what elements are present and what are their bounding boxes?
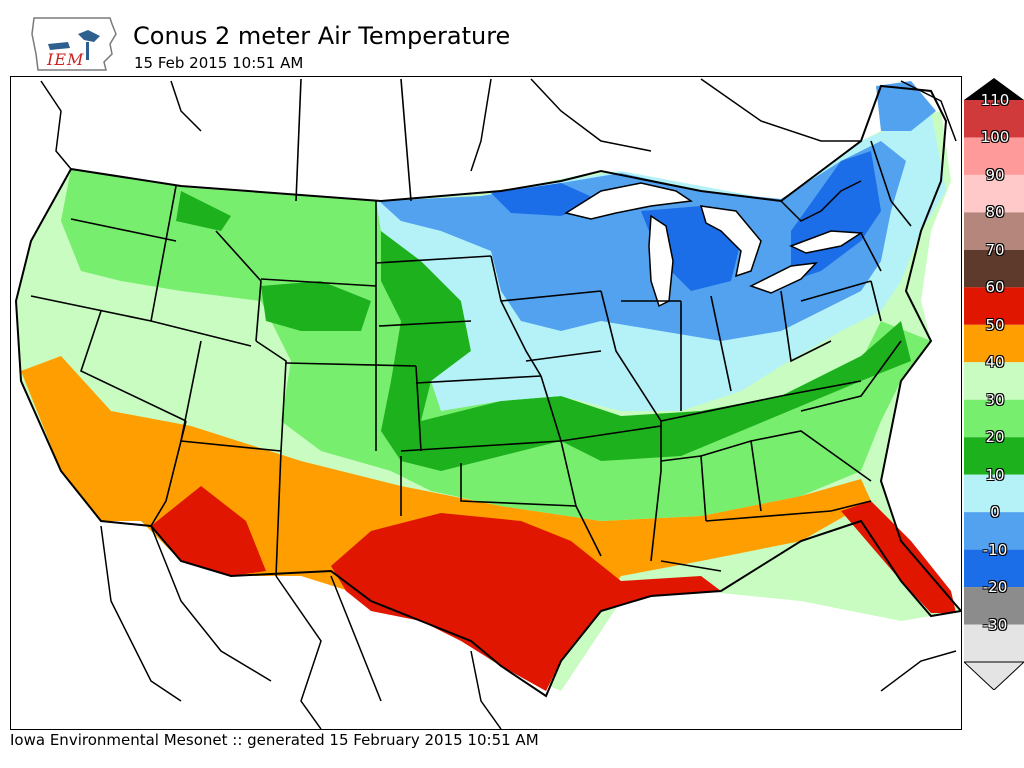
colorbar-top-arrow: [964, 78, 1024, 100]
colorbar-swatch: [964, 587, 1024, 625]
colorbar-swatch: [964, 362, 1024, 400]
colorbar-tick-label: 0: [990, 503, 1000, 522]
colorbar-swatch: [964, 549, 1024, 588]
contour-50-region: [21, 356, 871, 661]
page-title: Conus 2 meter Air Temperature: [133, 22, 511, 50]
colorbar: [964, 78, 1024, 690]
colorbar-bottom-arrow: [964, 661, 1024, 690]
colorbar-tick-label: 80: [985, 203, 1005, 222]
state-boundaries: [30, 78, 912, 577]
colorbar-swatch: [964, 399, 1024, 438]
colorbar-tick-label: 30: [985, 390, 1005, 409]
contour-20-region: [261, 281, 371, 331]
colorbar-tick-label: 60: [985, 278, 1005, 297]
contour-0-region: [876, 81, 936, 131]
page-subtitle: 15 Feb 2015 10:51 AM: [134, 54, 304, 72]
us-outline: [14, 84, 961, 698]
iowa-outline-icon: [31, 17, 117, 71]
colorbar-swatch: [964, 512, 1024, 550]
colorbar-tick-label: 110: [980, 91, 1010, 109]
lake-ontario: [789, 230, 864, 254]
colorbar-tick-label: 20: [985, 428, 1005, 447]
contour-60-region: [841, 501, 956, 613]
contour-20-region: [381, 231, 911, 471]
colorbar-tick-label: -20: [982, 578, 1008, 597]
colorbar-tick-label: 70: [985, 240, 1005, 259]
colorbar-swatch: [964, 212, 1024, 250]
colorbar-swatch: [964, 174, 1024, 213]
contour-60-region: [331, 513, 721, 691]
colorbar-tick-label: 10: [985, 465, 1005, 484]
colorbar-swatch: [964, 474, 1024, 513]
lake-erie: [749, 262, 818, 294]
colorbar-tick-label: 100: [980, 128, 1010, 147]
international-boundaries: [40, 78, 957, 729]
colorbar-swatch: [964, 624, 1024, 662]
colorbar-tick-label: 40: [985, 353, 1005, 372]
colorbar-tick-label: 90: [985, 165, 1005, 184]
lake-huron: [699, 205, 762, 278]
logo-text: IEM: [47, 50, 85, 69]
temperature-map: [10, 76, 962, 730]
colorbar-swatch: [964, 100, 1024, 138]
colorbar-swatch: [964, 287, 1024, 325]
lake-michigan: [648, 214, 674, 308]
colorbar-swatch: [964, 249, 1024, 288]
colorbar-tick-label: -10: [982, 540, 1008, 559]
lake-superior: [564, 182, 694, 220]
contour-20-region: [176, 191, 231, 231]
colorbar-swatch: [964, 137, 1024, 175]
map-canvas: [14, 78, 961, 729]
colorbar-swatch: [964, 437, 1024, 475]
footer-credit: Iowa Environmental Mesonet :: generated …: [10, 731, 539, 749]
colorbar-swatch: [964, 324, 1024, 363]
colorbar-tick-label: -30: [982, 615, 1008, 634]
colorbar-tick-label: 50: [985, 315, 1005, 334]
contour-60-region: [151, 486, 266, 576]
